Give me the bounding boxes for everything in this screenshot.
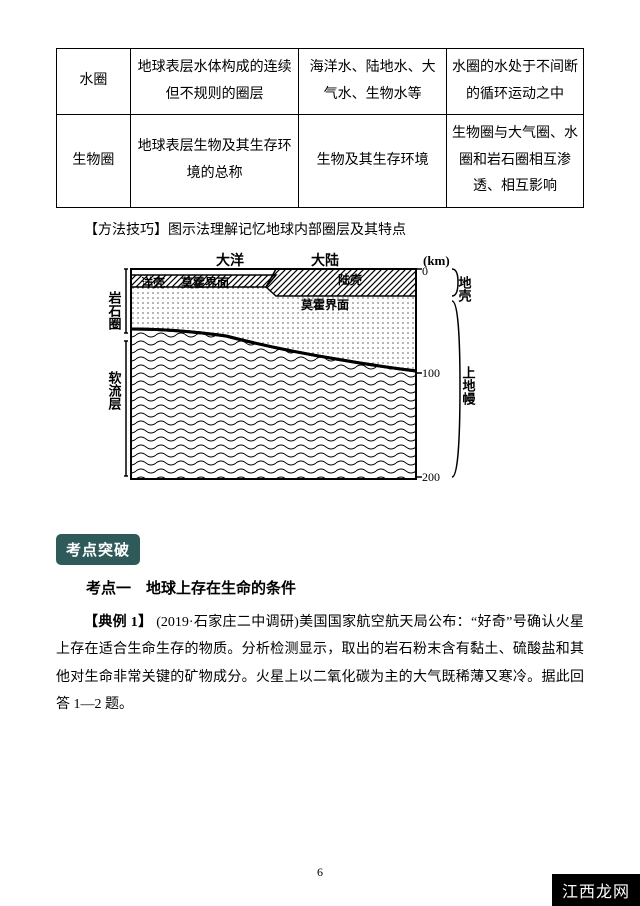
label-lithosphere: 岩石圈 <box>107 290 123 331</box>
label-landcrust: 陆壳 <box>338 272 362 287</box>
page-number: 6 <box>0 865 640 880</box>
watermark: 江西龙网 <box>552 874 640 906</box>
earth-layers-diagram: 大洋 大陆 (km) 陆壳 洋壳 莫霍界面 莫霍界面 岩石圈 <box>76 251 496 506</box>
cell-comp: 生物及其生存环境 <box>299 115 447 208</box>
table-row: 水圈 地球表层水体构成的连续但不规则的圈层 海洋水、陆地水、大气水、生物水等 水… <box>57 49 584 115</box>
cell-feat: 水圈的水处于不间断的循环运动之中 <box>446 49 583 115</box>
label-ocean: 大洋 <box>216 252 244 269</box>
sphere-table: 水圈 地球表层水体构成的连续但不规则的圈层 海洋水、陆地水、大气水、生物水等 水… <box>56 48 584 208</box>
cell-name: 生物圈 <box>57 115 131 208</box>
document-page: 水圈 地球表层水体构成的连续但不规则的圈层 海洋水、陆地水、大气水、生物水等 水… <box>0 0 640 906</box>
section-badge: 考点突破 <box>56 534 140 565</box>
depth-0: 0 <box>422 264 428 278</box>
cell-feat: 生物圈与大气圈、水圈和岩石圈相互渗透、相互影响 <box>446 115 583 208</box>
depth-200: 200 <box>422 470 440 484</box>
depth-100: 100 <box>422 366 440 380</box>
label-upper-mantle: 上地幔 <box>461 366 476 406</box>
cell-comp: 海洋水、陆地水、大气水、生物水等 <box>299 49 447 115</box>
cell-name: 水圈 <box>57 49 131 115</box>
cell-def: 地球表层水体构成的连续但不规则的圈层 <box>130 49 299 115</box>
table-row: 生物圈 地球表层生物及其生存环境的总称 生物及其生存环境 生物圈与大气圈、水圈和… <box>57 115 584 208</box>
method-tip: 【方法技巧】图示法理解记忆地球内部圈层及其特点 <box>56 218 584 245</box>
example-label: 【典例 1】 <box>84 615 152 630</box>
cell-def: 地球表层生物及其生存环境的总称 <box>130 115 299 208</box>
diagram-svg: 大洋 大陆 (km) 陆壳 洋壳 莫霍界面 莫霍界面 岩石圈 <box>76 251 496 501</box>
kd-title: 考点一 地球上存在生命的条件 <box>56 575 584 604</box>
label-asthenosphere: 软流层 <box>107 370 122 411</box>
label-crust: 地壳 <box>457 275 473 303</box>
label-continent: 大陆 <box>311 252 339 269</box>
example-body: 【典例 1】 (2019·石家庄二中调研)美国国家航空航天局公布：“好奇”号确认… <box>56 609 584 718</box>
